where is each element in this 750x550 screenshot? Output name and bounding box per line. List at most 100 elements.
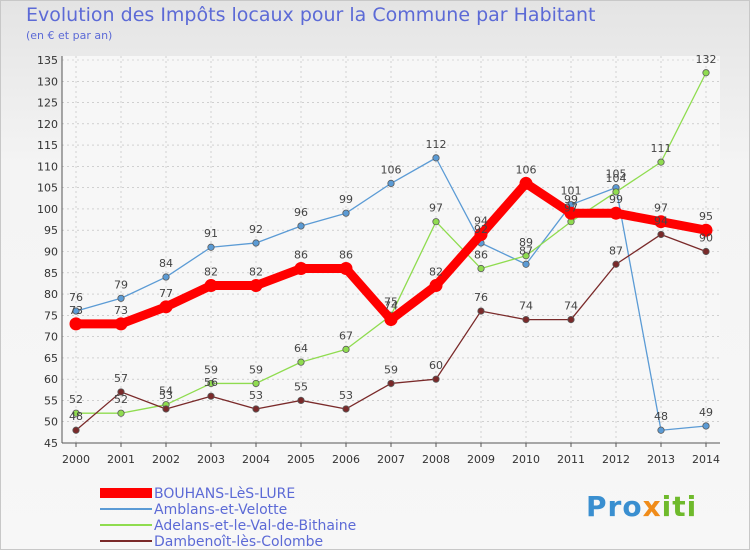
data-point	[522, 260, 530, 268]
data-label: 75	[384, 295, 398, 308]
data-point	[612, 260, 620, 268]
data-label: 94	[654, 214, 668, 227]
data-point	[117, 388, 125, 396]
data-point	[159, 300, 173, 314]
data-point	[249, 279, 263, 293]
data-label: 97	[564, 202, 578, 215]
y-tick-label: 135	[37, 54, 58, 67]
data-label: 64	[294, 342, 308, 355]
data-point	[477, 264, 485, 273]
data-label: 49	[699, 406, 713, 419]
data-point	[342, 209, 350, 217]
data-point	[117, 409, 125, 417]
data-label: 77	[159, 287, 173, 300]
data-label: 59	[384, 363, 398, 376]
data-point	[342, 345, 350, 353]
legend-label: Dambenoît-lès-Colombe	[154, 534, 323, 550]
x-tick-label: 2000	[62, 453, 90, 466]
data-point	[699, 223, 713, 237]
data-point	[522, 315, 530, 324]
data-label: 132	[696, 53, 717, 66]
data-label: 84	[159, 257, 173, 270]
y-tick-label: 45	[44, 437, 58, 450]
data-point	[162, 405, 170, 413]
data-point	[432, 218, 440, 226]
data-point	[117, 294, 125, 302]
x-tick-label: 2007	[377, 453, 405, 466]
data-point	[432, 154, 440, 162]
data-point	[657, 230, 665, 239]
x-tick-label: 2006	[332, 453, 360, 466]
data-label: 57	[114, 372, 128, 385]
proxiti-logo: Proxiti	[586, 490, 698, 523]
data-label: 97	[429, 202, 443, 215]
data-point	[702, 247, 710, 256]
data-point	[564, 206, 578, 220]
data-label: 67	[339, 329, 353, 342]
data-point	[702, 69, 710, 77]
data-label: 74	[564, 300, 578, 313]
data-point	[342, 405, 350, 413]
data-point	[519, 176, 533, 190]
data-point	[162, 273, 170, 281]
data-label: 94	[474, 214, 488, 227]
data-label: 97	[654, 202, 668, 215]
legend-label: BOUHANS-LèS-LURE	[154, 486, 295, 502]
data-point	[297, 222, 305, 230]
data-label: 86	[294, 249, 308, 262]
data-point	[72, 409, 80, 417]
data-point	[294, 262, 308, 276]
chart-subtitle: (en € et par an)	[26, 29, 113, 42]
data-point	[207, 392, 215, 400]
y-tick-label: 130	[37, 75, 58, 88]
data-point	[252, 239, 260, 247]
data-label: 91	[204, 227, 218, 240]
data-label: 101	[561, 185, 582, 198]
y-tick-label: 75	[44, 309, 58, 322]
data-label: 73	[114, 304, 128, 317]
x-tick-label: 2012	[602, 453, 630, 466]
data-label: 53	[159, 389, 173, 402]
data-label: 106	[516, 163, 537, 176]
data-label: 111	[651, 142, 672, 155]
data-point	[297, 396, 305, 405]
data-label: 104	[606, 172, 627, 185]
y-tick-label: 65	[44, 352, 58, 365]
data-label: 59	[249, 363, 263, 376]
data-point	[654, 215, 668, 229]
data-point	[69, 317, 83, 331]
data-point	[609, 206, 623, 220]
x-tick-label: 2011	[557, 453, 585, 466]
data-point	[702, 422, 710, 430]
x-tick-label: 2002	[152, 453, 180, 466]
data-point	[612, 188, 620, 196]
data-label: 76	[474, 291, 488, 304]
data-label: 52	[114, 393, 128, 406]
data-label: 99	[564, 193, 578, 206]
data-point	[474, 227, 488, 241]
data-label: 95	[699, 210, 713, 223]
data-point	[477, 307, 485, 315]
data-label: 92	[249, 223, 263, 236]
data-label: 48	[654, 410, 668, 423]
y-tick-label: 110	[37, 160, 58, 173]
data-label: 90	[699, 232, 713, 245]
data-label: 82	[204, 266, 218, 279]
data-point	[204, 279, 218, 293]
data-point	[339, 262, 353, 276]
x-tick-label: 2001	[107, 453, 135, 466]
x-tick-label: 2014	[692, 453, 720, 466]
data-label: 48	[69, 410, 83, 423]
data-point	[72, 426, 80, 434]
data-label: 76	[69, 291, 83, 304]
data-label: 53	[339, 389, 353, 402]
y-tick-label: 85	[44, 267, 58, 280]
data-point	[432, 375, 440, 383]
x-tick-label: 2008	[422, 453, 450, 466]
data-label: 74	[519, 300, 533, 313]
x-tick-label: 2013	[647, 453, 675, 466]
data-point	[657, 158, 665, 166]
x-tick-label: 2003	[197, 453, 225, 466]
y-tick-label: 60	[44, 373, 58, 386]
data-label: 54	[159, 385, 173, 398]
